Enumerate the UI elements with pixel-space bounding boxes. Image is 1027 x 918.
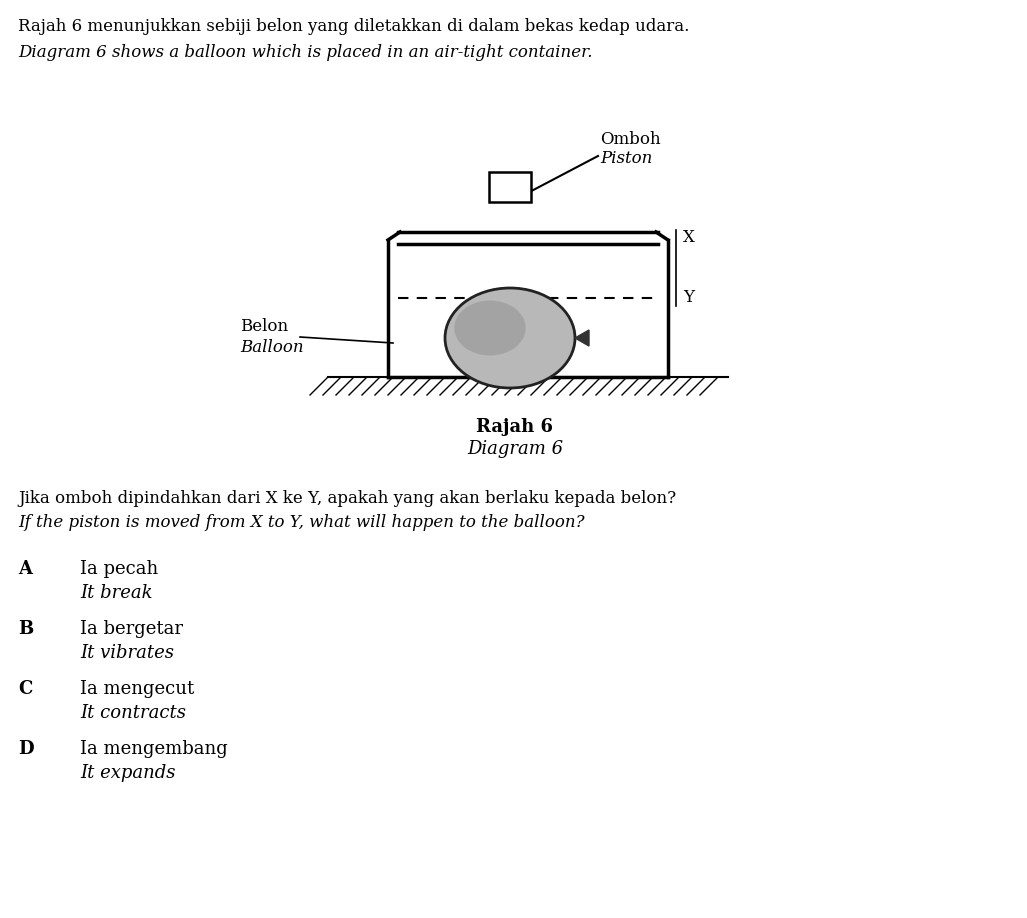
Text: It expands: It expands <box>80 764 176 782</box>
Text: Diagram 6 shows a balloon which is placed in an air-tight container.: Diagram 6 shows a balloon which is place… <box>18 44 593 61</box>
Text: Ia mengembang: Ia mengembang <box>80 740 228 758</box>
Text: B: B <box>18 620 33 638</box>
Text: If the piston is moved from X to Y, what will happen to the balloon?: If the piston is moved from X to Y, what… <box>18 514 584 531</box>
Text: Belon: Belon <box>240 318 289 335</box>
Text: Ia mengecut: Ia mengecut <box>80 680 194 698</box>
Text: C: C <box>18 680 33 698</box>
Ellipse shape <box>454 300 526 355</box>
Bar <box>489 172 531 202</box>
Text: Ia bergetar: Ia bergetar <box>80 620 183 638</box>
Ellipse shape <box>445 288 575 388</box>
Text: A: A <box>18 560 32 578</box>
Text: It vibrates: It vibrates <box>80 644 174 662</box>
Text: It contracts: It contracts <box>80 704 186 722</box>
Text: Omboh: Omboh <box>600 131 660 148</box>
Text: Jika omboh dipindahkan dari X ke Y, apakah yang akan berlaku kepada belon?: Jika omboh dipindahkan dari X ke Y, apak… <box>18 490 676 507</box>
Text: Piston: Piston <box>600 150 652 167</box>
Text: Rajah 6: Rajah 6 <box>477 418 554 436</box>
Text: Ia pecah: Ia pecah <box>80 560 158 578</box>
Text: X: X <box>683 230 695 247</box>
Text: It break: It break <box>80 584 152 602</box>
Text: D: D <box>18 740 34 758</box>
Polygon shape <box>575 330 589 346</box>
Text: Rajah 6 menunjukkan sebiji belon yang diletakkan di dalam bekas kedap udara.: Rajah 6 menunjukkan sebiji belon yang di… <box>18 18 689 35</box>
Text: Y: Y <box>683 289 694 307</box>
Text: Diagram 6: Diagram 6 <box>467 440 563 458</box>
Text: Balloon: Balloon <box>240 339 304 356</box>
